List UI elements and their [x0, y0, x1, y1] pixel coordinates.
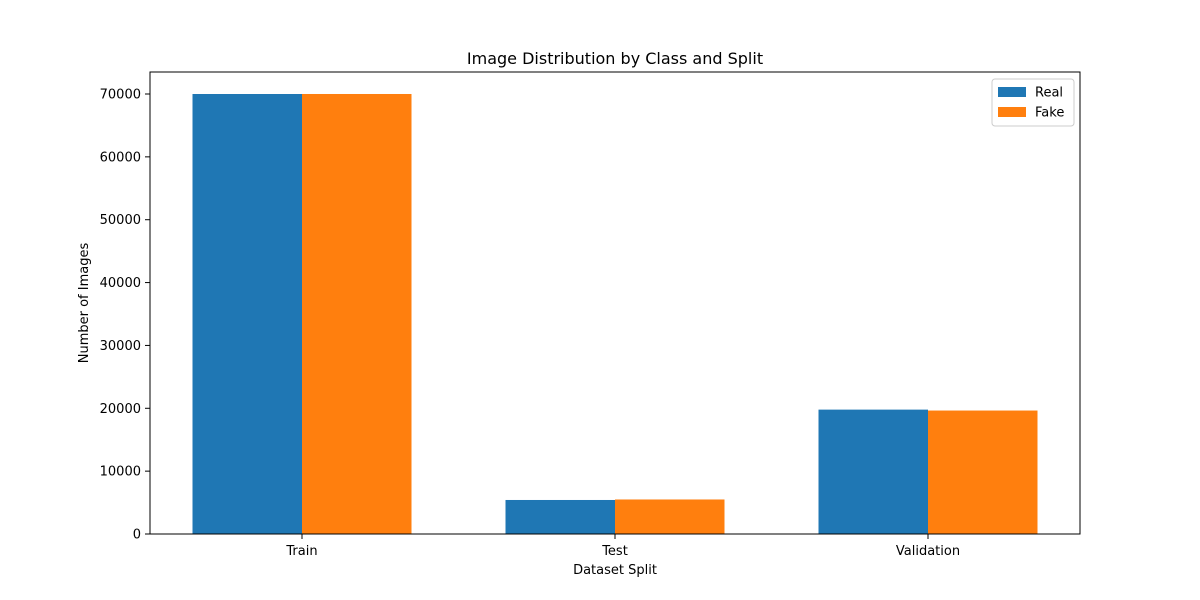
y-tick-label: 70000 — [100, 88, 141, 103]
bar-real-test — [505, 499, 615, 534]
bar-real-validation — [818, 409, 928, 534]
y-tick-label: 30000 — [100, 339, 141, 354]
y-tick-label: 40000 — [100, 276, 141, 291]
x-axis-label: Dataset Split — [573, 563, 657, 578]
y-tick-label: 0 — [133, 528, 141, 543]
bar-fake-train — [302, 93, 412, 535]
chart-title: Image Distribution by Class and Split — [467, 49, 763, 68]
bar-real-train — [192, 94, 302, 534]
plot-frame — [149, 71, 1081, 535]
bar-fake-validation — [928, 410, 1038, 534]
legend-label-fake: Fake — [1035, 106, 1064, 121]
legend: Real Fake — [991, 78, 1075, 127]
plot-area: Train Test Validation 0 10000 20000 30000 40000… — [100, 71, 1081, 559]
y-tick-label: 50000 — [100, 213, 141, 228]
x-tick-label: Test — [601, 544, 628, 559]
y-tick-label: 20000 — [100, 402, 141, 417]
y-axis-label: Number of Images — [77, 243, 92, 364]
legend-swatch-real — [998, 87, 1026, 97]
legend-label-real: Real — [1035, 86, 1063, 101]
x-tick-label: Validation — [896, 544, 960, 559]
bar-fake-test — [615, 499, 725, 534]
legend-swatch-fake — [998, 107, 1026, 117]
y-tick-label: 60000 — [100, 150, 141, 165]
x-tick-label: Train — [285, 544, 317, 559]
y-tick-label: 10000 — [100, 465, 141, 480]
